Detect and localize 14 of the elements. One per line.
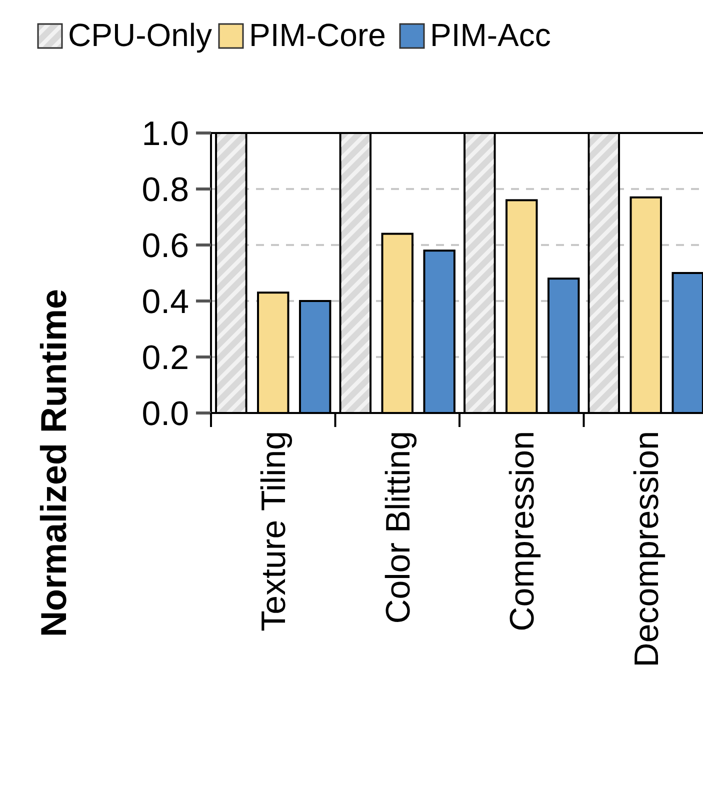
x-tick-label: Color Blitting (379, 431, 418, 624)
legend-label: PIM-Core (249, 17, 386, 53)
y-tick-label: 0.0 (142, 394, 189, 433)
x-tick-label: Texture Tiling (255, 431, 294, 632)
legend-label: CPU-Only (68, 17, 212, 53)
y-axis-title: Normalized Runtime (33, 288, 74, 638)
y-tick-label: 0.6 (142, 226, 189, 265)
y-tick-label: 0.8 (142, 170, 189, 209)
y-tick-label: 0.4 (142, 282, 189, 321)
y-tick-label: 0.2 (142, 338, 189, 377)
y-tick-label: 1.0 (142, 114, 189, 153)
legend-label: PIM-Acc (430, 17, 551, 53)
x-tick-label: Compression (504, 431, 542, 632)
x-tick-label: Decompression (628, 431, 666, 668)
